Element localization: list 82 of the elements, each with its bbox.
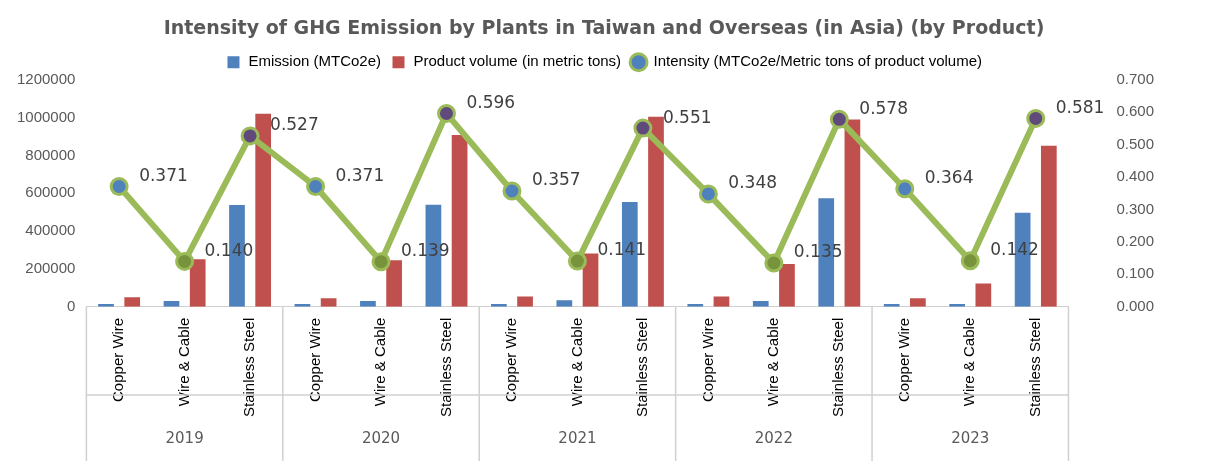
text: 2021: [558, 428, 597, 447]
point: [436, 104, 456, 124]
bar: [451, 135, 468, 307]
data-label: 0.371: [335, 164, 385, 185]
y2-tick-label: 0.100: [1116, 264, 1155, 282]
y-tick-label: 400000: [25, 221, 76, 239]
y-tick-label: 200000: [25, 259, 76, 277]
data-label: 0.371: [139, 164, 188, 185]
point: [109, 176, 129, 196]
bar: [1040, 145, 1057, 307]
x-tick-label: Stainless Steel: [633, 317, 651, 418]
y-tick-label: 1200000: [16, 69, 76, 87]
bar: [844, 119, 861, 307]
legend-label: Intensity (MTCo2e/Metric tons of product volume): [653, 52, 983, 70]
x-tick-label: Wire & Cable: [371, 317, 389, 407]
x-tick-label: Wire & Cable: [960, 317, 978, 407]
chart-title: Intensity of GHG Emission by Plants in Taiwan and Overseas (in Asia) (by Product): [163, 16, 1045, 39]
point: [371, 252, 391, 272]
x-tick-label: Wire & Cable: [174, 317, 192, 407]
data-label: 0.527: [270, 114, 319, 135]
y2-tick-label: 0.000: [1116, 296, 1155, 314]
point: [895, 179, 915, 199]
text: 2022: [754, 428, 793, 447]
bar: [386, 260, 402, 307]
data-label: 0.596: [466, 91, 516, 112]
y-tick-label: 600000: [25, 183, 76, 201]
bar: [517, 296, 533, 307]
bar: [320, 298, 337, 307]
y2-tick-label: 0.500: [1116, 134, 1155, 152]
x-tick-label: Stainless Steel: [829, 317, 847, 418]
x-tick-label: Stainless Steel: [1025, 317, 1043, 418]
point: [1026, 108, 1046, 128]
point: [764, 253, 784, 273]
bar: [255, 113, 272, 307]
y2-tick-label: 0.200: [1116, 232, 1155, 250]
x-tick-label: Copper Wire: [894, 317, 912, 402]
bar: [648, 116, 664, 307]
data-label: 0.581: [1055, 96, 1105, 117]
bar: [360, 301, 376, 307]
point: [633, 118, 653, 138]
bar: [556, 300, 573, 307]
bar: [124, 297, 141, 307]
y2-tick-label: 0.400: [1116, 167, 1155, 185]
point: [175, 251, 195, 271]
y-tick-label: 800000: [25, 145, 76, 163]
point: [240, 126, 260, 146]
bar: [779, 264, 795, 307]
data-label: 0.348: [728, 172, 778, 193]
point: [306, 176, 326, 196]
point: [502, 181, 522, 201]
x-tick-label: Wire & Cable: [567, 317, 585, 407]
legend-label: Product volume (in metric tons): [413, 52, 622, 70]
x-tick-label: Stainless Steel: [436, 317, 454, 418]
point: [567, 251, 587, 271]
x-tick-label: Wire & Cable: [763, 317, 781, 407]
y2-tick-label: 0.300: [1116, 199, 1155, 217]
x-tick-label: Copper Wire: [305, 317, 323, 402]
y-tick-label: 1000000: [16, 107, 76, 125]
text: 2023: [951, 428, 990, 447]
bar: [975, 283, 992, 307]
text: 2019: [165, 428, 204, 447]
bar: [582, 253, 599, 307]
x-tick-label: Copper Wire: [109, 317, 127, 402]
y2-tick-label: 0.700: [1116, 69, 1155, 87]
point: [698, 184, 718, 204]
y-tick-label: 0: [67, 296, 76, 314]
bar: [713, 296, 730, 307]
x-tick-label: Stainless Steel: [240, 317, 258, 418]
x-tick-label: Copper Wire: [502, 317, 520, 402]
point: [960, 251, 980, 271]
legend-label: Emission (MTCo2e): [248, 52, 382, 70]
data-label: 0.364: [924, 167, 974, 188]
bar: [752, 301, 769, 307]
data-label: 0.357: [531, 169, 581, 190]
x-tick-label: Copper Wire: [698, 317, 716, 402]
bar: [189, 259, 206, 307]
bar: [910, 298, 926, 307]
data-label: 0.578: [859, 97, 908, 118]
y2-tick-label: 0.600: [1116, 102, 1155, 120]
point: [829, 109, 849, 129]
data-label: 0.551: [662, 106, 712, 127]
text: 2020: [361, 428, 401, 447]
